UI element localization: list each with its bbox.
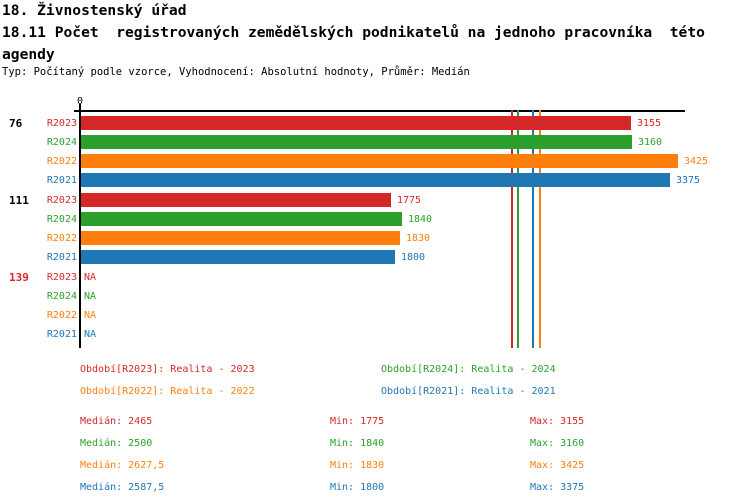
na-label: NA [84, 291, 97, 302]
na-label: NA [84, 310, 97, 321]
series-label-R2021: R2021 [46, 175, 77, 186]
axis-origin-label: 0 [76, 96, 84, 107]
bar-value-label: 1840 [408, 214, 433, 225]
series-label-R2023: R2023 [46, 272, 77, 283]
legend-item-R2024: Období[R2024]: Realita - 2024 [381, 364, 556, 375]
series-label-R2022: R2022 [46, 310, 77, 321]
bar-R2024-group76 [81, 135, 632, 149]
stat-median-R2022: Medián: 2627,5 [80, 460, 165, 471]
legend-item-R2023: Období[R2023]: Realita - 2023 [80, 364, 255, 375]
median-line-R2024 [517, 110, 519, 348]
axis-tick [79, 104, 81, 110]
bar-value-label: 3155 [637, 118, 662, 129]
legend-item-R2021: Období[R2021]: Realita - 2021 [381, 386, 556, 397]
stat-max-R2021: Max: 3375 [530, 482, 585, 493]
group-label-139: 139 [9, 271, 29, 284]
series-label-R2021: R2021 [46, 329, 77, 340]
stat-min-R2021: Min: 1800 [330, 482, 385, 493]
bar-R2023-group76 [81, 116, 631, 130]
bar-value-label: 3375 [676, 175, 701, 186]
median-line-R2021 [532, 110, 534, 348]
indicator-title-line1: 18.11 Počet registrovaných zemědělských … [2, 24, 705, 41]
series-label-R2022: R2022 [46, 156, 77, 167]
stat-median-R2023: Medián: 2465 [80, 416, 153, 427]
median-line-R2022 [539, 110, 541, 348]
series-label-R2024: R2024 [46, 291, 77, 302]
stat-min-R2023: Min: 1775 [330, 416, 385, 427]
bar-R2021-group111 [81, 250, 395, 264]
meta-line: Typ: Počítaný podle vzorce, Vyhodnocení:… [2, 66, 470, 78]
bar-R2023-group111 [81, 193, 391, 207]
series-label-R2024: R2024 [46, 214, 77, 225]
series-label-R2022: R2022 [46, 233, 77, 244]
group-label-111: 111 [9, 194, 29, 207]
group-label-76: 76 [9, 117, 23, 130]
bar-value-label: 1775 [397, 195, 422, 206]
stat-max-R2024: Max: 3160 [530, 438, 585, 449]
stat-min-R2024: Min: 1840 [330, 438, 385, 449]
legend-item-R2022: Období[R2022]: Realita - 2022 [80, 386, 255, 397]
stat-median-R2024: Medián: 2500 [80, 438, 153, 449]
bar-value-label: 1800 [401, 252, 426, 263]
bar-R2022-group111 [81, 231, 400, 245]
axis-line-top [74, 110, 685, 112]
axis-line-left [79, 110, 81, 348]
series-label-R2021: R2021 [46, 252, 77, 263]
series-label-R2023: R2023 [46, 118, 77, 129]
na-label: NA [84, 329, 97, 340]
series-label-R2023: R2023 [46, 195, 77, 206]
bar-R2021-group76 [81, 173, 670, 187]
stat-min-R2022: Min: 1830 [330, 460, 385, 471]
median-line-R2023 [511, 110, 513, 348]
section-title: 18. Živnostenský úřad [2, 2, 187, 19]
bar-value-label: 3425 [684, 156, 709, 167]
indicator-title-line2: agendy [2, 46, 55, 63]
series-label-R2024: R2024 [46, 137, 77, 148]
stat-max-R2022: Max: 3425 [530, 460, 585, 471]
bar-R2024-group111 [81, 212, 402, 226]
na-label: NA [84, 272, 97, 283]
bar-R2022-group76 [81, 154, 678, 168]
stat-max-R2023: Max: 3155 [530, 416, 585, 427]
stat-median-R2021: Medián: 2587,5 [80, 482, 165, 493]
bar-value-label: 1830 [406, 233, 431, 244]
bar-value-label: 3160 [638, 137, 663, 148]
